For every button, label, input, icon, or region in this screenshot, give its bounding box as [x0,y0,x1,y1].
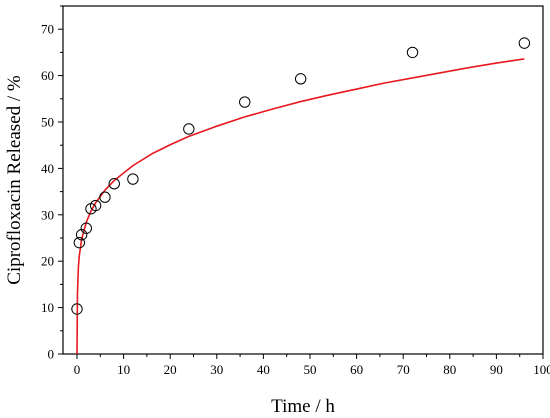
x-tick-label: 50 [303,362,316,377]
data-point [406,46,419,59]
plot-frame [62,5,544,355]
data-point [127,173,139,185]
x-tick-label: 70 [397,362,410,377]
x-tick-label: 100 [533,362,550,377]
x-tick-label: 40 [257,362,270,377]
y-tick-label: 40 [41,161,54,176]
x-axis-title: Time / h [271,396,335,417]
fit-curve-layer [76,58,525,355]
y-tick-label: 0 [48,347,55,362]
fit-curve-line [76,58,525,355]
x-tick-label: 80 [443,362,456,377]
data-point [108,178,120,190]
x-tick-label: 10 [117,362,130,377]
x-tick-label: 60 [350,362,363,377]
y-tick-label: 10 [41,300,54,315]
x-tick-label: 30 [210,362,223,377]
data-point [518,37,531,49]
y-tick-label: 60 [41,68,54,83]
data-point [73,236,86,249]
data-point [89,199,102,212]
y-tick-label: 20 [41,254,54,269]
data-point [239,96,251,108]
data-point [99,191,111,203]
y-tick-label: 70 [41,22,54,37]
data-point [71,303,83,315]
x-tick-label: 90 [490,362,503,377]
x-tick-label: 0 [74,362,81,377]
y-tick-label: 50 [41,115,54,130]
axes: 0 10 20 30 40 50 60 70 80 90 100 0 10 20 30 40 50 60 70 [41,5,550,377]
data-point [80,222,93,234]
y-tick-label: 30 [41,207,54,222]
x-tick-label: 20 [164,362,177,377]
data-points-layer [71,37,531,315]
y-axis-title: Ciprofloxacin Released / % [4,75,25,285]
data-point [183,123,195,135]
data-point [294,73,307,85]
